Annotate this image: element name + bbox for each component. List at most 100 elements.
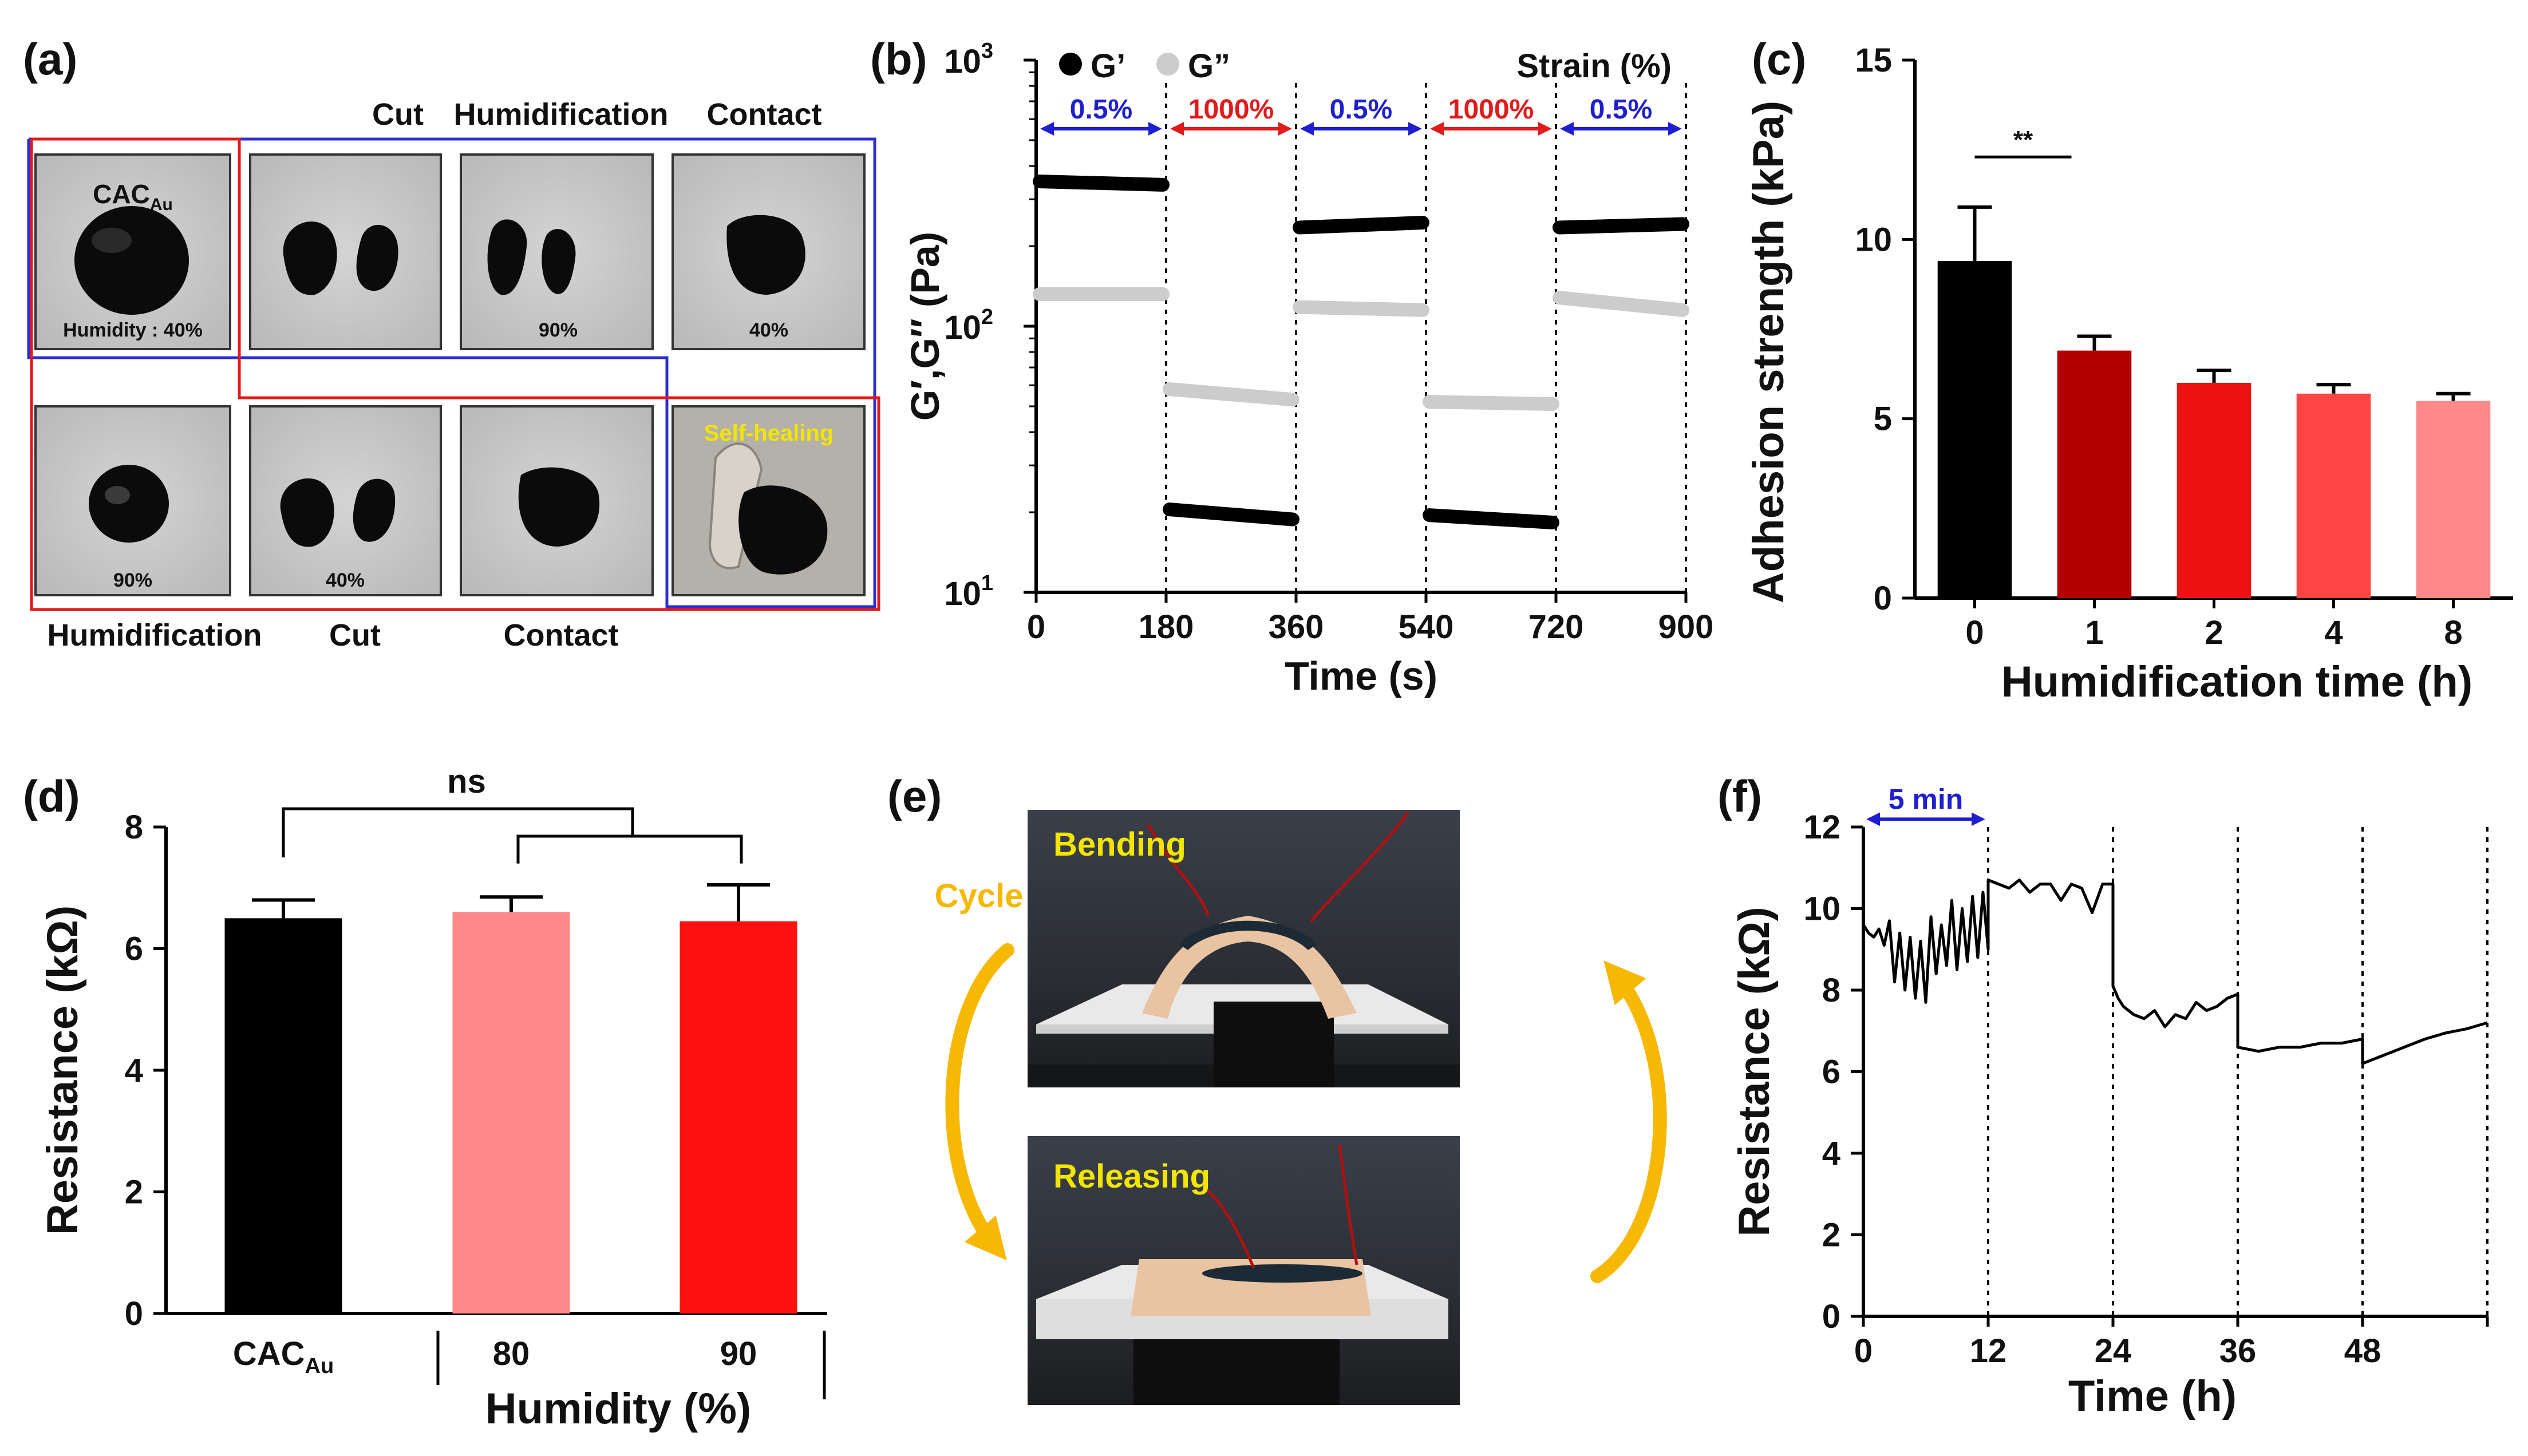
b-strain-label: 1000% — [1448, 94, 1534, 125]
d-significance-bracket-inner — [516, 834, 743, 864]
panel-a: (a) Cut Humidification Contact CACAu Hum… — [23, 34, 880, 652]
photo-note: 90% — [113, 569, 152, 591]
f-y-tick-label: 2 — [1822, 1217, 1840, 1254]
b-legend-marker-gprime — [1059, 53, 1082, 76]
f-y-tick-label: 6 — [1822, 1054, 1840, 1091]
photo-a7 — [460, 405, 654, 596]
panel-b-plot: 0 180 360 540 720 900 101 102 103 Time (s) G′,G′′ … — [903, 39, 1713, 698]
d-x-tick-label: CACAu — [233, 1335, 334, 1378]
b-legend-gprime: G’ — [1091, 48, 1125, 85]
panel-b-label: (b) — [870, 34, 927, 84]
f-x-tick-label: 48 — [2344, 1332, 2381, 1370]
panel-e: (e) Bending Releasing Cycle — [887, 771, 1667, 1405]
bending-label: Bending — [1053, 826, 1186, 863]
b-series-segment — [1423, 508, 1559, 529]
b-series-segment — [1293, 216, 1429, 235]
photo-a3: 90% — [460, 153, 654, 350]
b-y-tick-label: 101 — [944, 571, 993, 612]
c-y-axis-title: Adhesion strength (kPa) — [1744, 101, 1793, 603]
releasing-photo: Releasing — [1028, 1136, 1460, 1405]
c-x-tick-label: 4 — [2324, 614, 2343, 651]
photo-title: CACAu — [93, 179, 173, 214]
f-y-axis-title: Resistance (kΩ) — [1730, 907, 1779, 1236]
b-y-tick-exp: 2 — [981, 305, 993, 329]
panel-f-label: (f) — [1717, 771, 1762, 821]
c-x-tick-label: 0 — [1965, 614, 1984, 651]
c-bar — [2057, 350, 2132, 598]
panel-c-plot: 0 5 10 15 0 1 2 4 8 ** Humidification time (h) Adhe… — [1744, 42, 2513, 706]
c-y-tick-label: 15 — [1855, 42, 1892, 79]
d-x-tick-label: 90 — [720, 1335, 757, 1372]
d-bar — [680, 921, 797, 1313]
caption-top-contact: Contact — [707, 97, 822, 132]
b-series-segment — [1163, 382, 1299, 407]
panel-b-chart: (b) 0 180 360 540 720 900 101 102 103 Time (s) G′,… — [870, 34, 1713, 698]
c-y-tick-label: 0 — [1874, 580, 1892, 617]
photo-a4: 40% — [672, 153, 866, 350]
b-y-axis-title: G′,G′′ (Pa) — [903, 232, 947, 421]
d-y-tick-label: 8 — [125, 809, 143, 846]
f-y-tick-label: 8 — [1822, 972, 1840, 1009]
cycle-arrow-up — [1590, 960, 1667, 1283]
b-series-segment — [1033, 175, 1170, 192]
f-y-tick-label: 4 — [1822, 1135, 1840, 1172]
d-significance-bracket — [282, 807, 634, 858]
panel-d-plot: 0 2 4 6 8 CACAu 80 90 ns Humidity (%) Resistance (… — [38, 763, 827, 1433]
b-x-tick-label: 720 — [1528, 608, 1584, 646]
photo-note: 40% — [326, 569, 365, 591]
panel-c-label: (c) — [1752, 34, 1806, 84]
c-x-tick-label: 8 — [2444, 614, 2462, 651]
b-strain-header: Strain (%) — [1516, 48, 1672, 85]
d-y-tick-label: 0 — [125, 1295, 143, 1332]
photo-a5: 90% — [34, 405, 231, 596]
blue-outline — [27, 137, 876, 608]
c-x-tick-label: 2 — [2205, 614, 2223, 651]
b-strain-label: 0.5% — [1070, 94, 1132, 125]
panel-d-label: (d) — [23, 771, 80, 821]
f-x-tick-label: 24 — [2095, 1332, 2132, 1370]
b-y-tick-exp: 3 — [981, 39, 993, 63]
photo-note: 40% — [749, 319, 788, 341]
b-series-segment — [1163, 503, 1299, 527]
b-series-segment — [1293, 300, 1429, 317]
photo-a1: CACAu Humidity : 40% — [34, 153, 231, 350]
c-y-tick-label: 5 — [1874, 401, 1892, 438]
b-x-tick-label: 540 — [1399, 608, 1454, 646]
f-series-line — [1862, 879, 2488, 1065]
b-x-axis-title: Time (s) — [1285, 654, 1437, 698]
d-y-tick-label: 4 — [125, 1052, 143, 1089]
b-legend-gdouble: G” — [1188, 48, 1230, 85]
self-healing-label: Self-healing — [704, 421, 834, 446]
b-x-tick-label: 900 — [1658, 608, 1714, 646]
f-x-tick-label: 0 — [1854, 1332, 1873, 1370]
c-x-tick-label: 1 — [2085, 614, 2103, 651]
d-bar — [224, 918, 342, 1313]
b-series-segment — [1553, 291, 1689, 317]
b-y-tick-label: 102 — [944, 305, 993, 346]
d-bar — [452, 912, 570, 1313]
b-strain-label: 0.5% — [1590, 94, 1652, 125]
b-strain-label: 0.5% — [1330, 94, 1392, 125]
b-legend-marker-gdouble — [1156, 53, 1179, 76]
panel-d-chart: (d) 0 2 4 6 8 CACAu 80 90 ns Humidity (%) Resistan… — [23, 763, 827, 1433]
f-y-tick-label: 0 — [1822, 1298, 1840, 1335]
caption-bottom-contact: Contact — [504, 618, 619, 652]
d-x-tick-sub: Au — [305, 1354, 334, 1378]
c-bar — [2416, 401, 2491, 598]
b-series-segment — [1553, 217, 1689, 235]
photo-note: Humidity : 40% — [63, 319, 203, 341]
d-significance-label: ns — [447, 763, 486, 800]
cycle-label: Cycle — [935, 877, 1024, 915]
d-x-axis-title: Humidity (%) — [485, 1384, 751, 1433]
panel-c-chart: (c) 0 5 10 15 0 1 2 4 8 ** Humidification time (h)… — [1744, 34, 2513, 706]
photo-a8: Self-healing — [672, 405, 866, 596]
cycle-arrow-down — [945, 943, 1014, 1261]
b-series-segment — [1423, 395, 1559, 411]
b-x-tick-label: 360 — [1269, 608, 1324, 646]
f-x-axis-title: Time (h) — [2068, 1372, 2237, 1421]
photo-a2 — [249, 153, 442, 350]
c-bar — [2177, 383, 2252, 598]
